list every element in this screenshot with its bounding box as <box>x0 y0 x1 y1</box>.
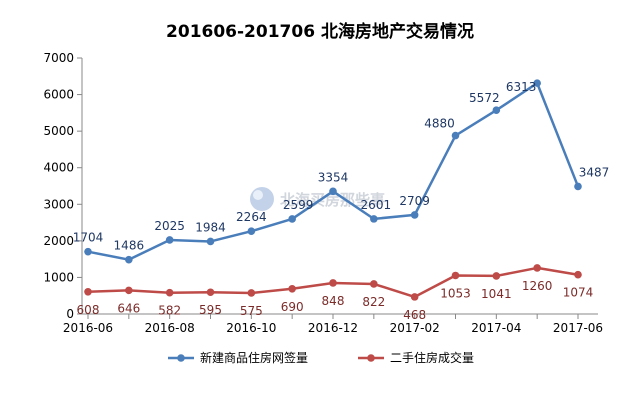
legend-swatch-marker <box>177 354 185 362</box>
series-2-data-label: 608 <box>77 303 100 317</box>
series-1-data-label: 3354 <box>318 170 349 184</box>
series-2-data-label: 468 <box>403 308 426 322</box>
series-1-point <box>247 227 256 236</box>
series-1-data-label: 2709 <box>399 194 430 208</box>
series-1-data-label: 1486 <box>114 239 145 253</box>
series-2-data-label: 1041 <box>481 287 512 301</box>
series-2-data-label: 1053 <box>440 286 471 300</box>
legend-label: 新建商品住房网签量 <box>200 350 308 365</box>
series-2-point <box>370 280 378 288</box>
series-2-data-label: 822 <box>362 295 385 309</box>
series-1-point <box>329 187 337 196</box>
series-1-data-label: 1984 <box>195 220 226 234</box>
legend-swatch-marker <box>367 354 375 362</box>
series-2-point <box>451 271 460 280</box>
series-2-point <box>165 288 174 297</box>
series-2-point <box>329 279 337 287</box>
series-1-data-label: 3487 <box>579 165 610 179</box>
series-1-point <box>84 247 92 256</box>
series-2-data-label: 848 <box>322 294 345 308</box>
series-1-data-label: 2601 <box>361 198 392 212</box>
series-1-point <box>574 182 582 191</box>
x-tick-label: 2017-04 <box>471 321 521 335</box>
y-tick-label: 2000 <box>43 234 74 248</box>
series-2-data-label: 690 <box>281 300 304 314</box>
y-tick-label: 0 <box>66 307 74 321</box>
series-2-data-label: 582 <box>158 304 181 318</box>
series-2-point <box>247 289 256 297</box>
y-tick-label: 7000 <box>43 51 74 65</box>
series-2-data-label: 646 <box>117 301 140 315</box>
series-1-point <box>165 236 174 244</box>
series-2-point <box>410 293 419 301</box>
legend-item-2: 二手住房成交量 <box>358 350 474 365</box>
watermark-logo: 北海买房那些事 <box>250 187 385 211</box>
series-1-data-label: 1704 <box>73 231 104 245</box>
x-tick-label: 2016-06 <box>63 321 113 335</box>
series-1-point <box>410 211 419 219</box>
series-2-data-label: 1074 <box>563 286 594 300</box>
series-1-data-label: 2264 <box>236 210 267 224</box>
y-tick-label: 3000 <box>43 197 74 211</box>
series-1-point <box>451 131 460 140</box>
series-2-point <box>84 287 92 296</box>
watermark-text: 北海买房那些事 <box>280 191 385 209</box>
series-1-point <box>288 215 296 223</box>
series-2-data-label: 575 <box>240 304 263 318</box>
series-1-point <box>533 79 541 87</box>
series-2-data-label: 595 <box>199 303 222 317</box>
series-1-point <box>370 215 378 223</box>
y-tick-label: 1000 <box>43 270 74 284</box>
series-2-point <box>533 264 541 272</box>
series-1-point <box>492 106 501 115</box>
y-tick-label: 6000 <box>43 88 74 102</box>
series-2-point <box>574 270 582 279</box>
series-1-point <box>206 237 215 246</box>
legend-item-1: 新建商品住房网签量 <box>168 350 308 365</box>
series-2-data-label: 1260 <box>522 279 553 293</box>
x-tick-label: 2016-12 <box>308 321 358 335</box>
legend-label: 二手住房成交量 <box>390 350 474 365</box>
series-1-data-label: 2025 <box>154 219 185 233</box>
globe-icon <box>250 187 274 211</box>
series-1-data-label: 5572 <box>469 91 500 105</box>
series-2-point <box>206 288 215 297</box>
x-tick-label: 2017-06 <box>553 321 603 335</box>
series-2-point <box>125 286 133 295</box>
series-1-data-label: 4880 <box>424 117 455 131</box>
x-tick-label: 2016-10 <box>226 321 276 335</box>
x-tick-label: 2017-02 <box>390 321 440 335</box>
series-2-point <box>492 272 501 280</box>
series-2-point <box>288 284 296 293</box>
series-1-data-label: 2599 <box>283 198 314 212</box>
x-tick-label: 2016-08 <box>145 321 195 335</box>
series-1-data-label: 6313 <box>506 80 537 94</box>
y-tick-label: 4000 <box>43 161 74 175</box>
y-tick-label: 5000 <box>43 124 74 138</box>
chart-title: 201606-201706 北海房地产交易情况 <box>166 21 474 42</box>
series-1-point <box>125 255 133 264</box>
